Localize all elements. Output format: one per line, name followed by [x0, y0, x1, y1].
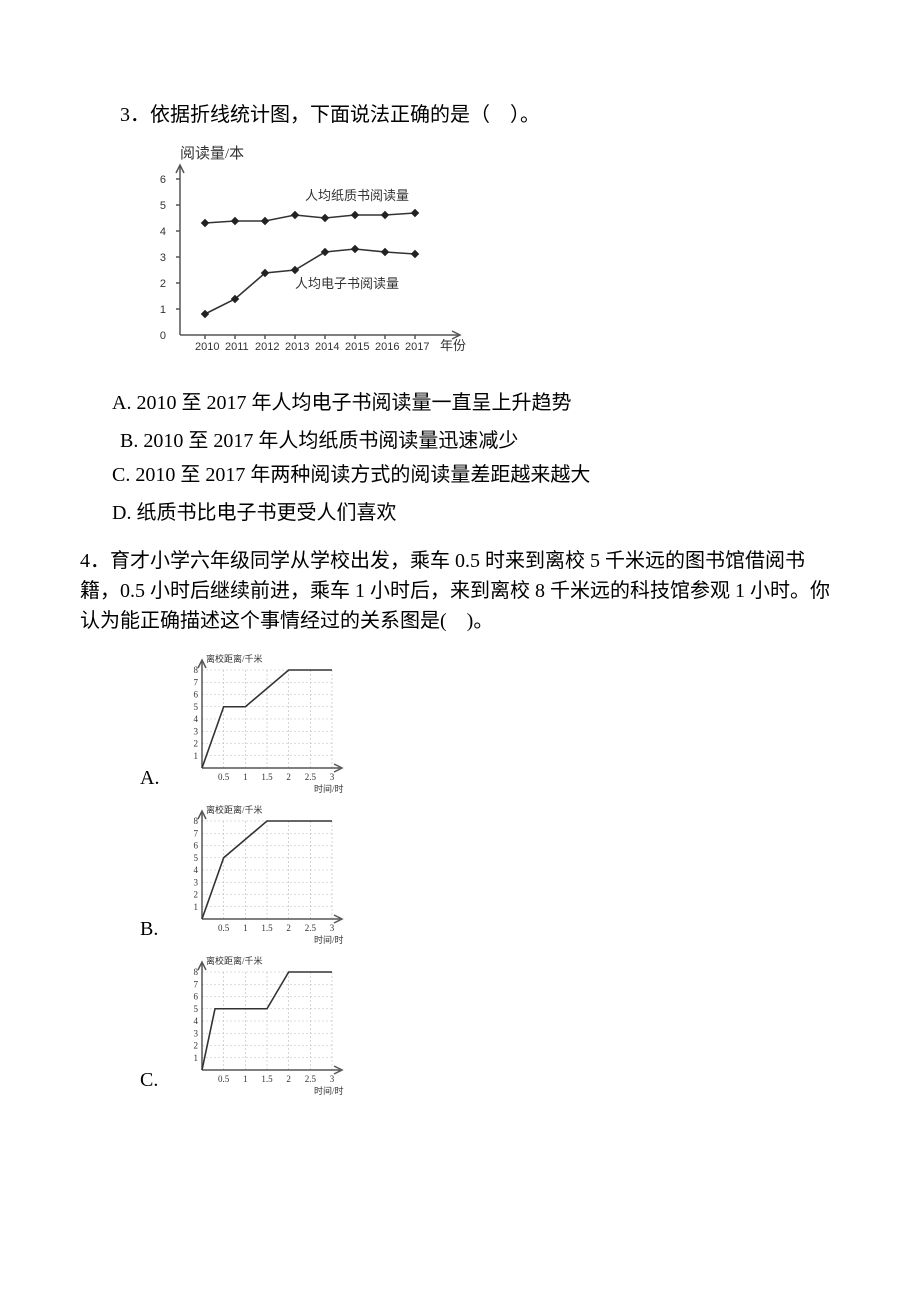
q3-x-title: 年份 — [440, 338, 466, 353]
svg-text:5: 5 — [194, 853, 199, 863]
svg-text:5: 5 — [194, 702, 199, 712]
q4-option-c[interactable]: C. 1 2 3 4 5 6 7 8 0.5 1 1.5 2 2.5 3 离校距离/千米时间/时 — [140, 952, 840, 1097]
q3-option-d[interactable]: D. 纸质书比电子书更受人们喜欢 — [112, 498, 840, 528]
q3-series2-label: 人均电子书阅读量 — [295, 276, 399, 291]
svg-text:2016: 2016 — [375, 341, 399, 353]
svg-text:2014: 2014 — [315, 341, 339, 353]
q3-option-a[interactable]: A. 2010 至 2017 年人均电子书阅读量一直呈上升趋势 — [112, 388, 840, 418]
svg-text:1: 1 — [194, 902, 199, 912]
q3-xticks: 2010 2011 2012 2013 2014 2015 2016 2017 — [195, 335, 429, 353]
svg-text:2.5: 2.5 — [305, 1074, 317, 1084]
svg-text:6: 6 — [160, 174, 166, 186]
svg-text:3: 3 — [330, 923, 335, 933]
svg-text:6: 6 — [194, 841, 199, 851]
svg-text:时间/时: 时间/时 — [314, 1085, 344, 1096]
svg-text:1: 1 — [243, 772, 248, 782]
svg-text:2: 2 — [194, 739, 199, 749]
q3-stem: 3．依据折线统计图，下面说法正确的是（ ）。 — [80, 100, 840, 130]
svg-text:3: 3 — [330, 1074, 335, 1084]
svg-text:离校距离/千米: 离校距离/千米 — [206, 804, 263, 815]
svg-text:0.5: 0.5 — [218, 923, 230, 933]
svg-text:时间/时: 时间/时 — [314, 934, 344, 945]
svg-text:1.5: 1.5 — [261, 1074, 273, 1084]
svg-text:3: 3 — [194, 1028, 199, 1038]
svg-text:2: 2 — [194, 890, 199, 900]
svg-text:2012: 2012 — [255, 341, 279, 353]
svg-text:4: 4 — [194, 865, 199, 875]
svg-text:2013: 2013 — [285, 341, 309, 353]
svg-text:5: 5 — [160, 200, 166, 212]
q4-option-b[interactable]: B. 1 2 3 4 5 6 7 8 0.5 1 1.5 2 2.5 3 离校距离/千米时间/时 — [140, 801, 840, 946]
svg-text:2: 2 — [160, 278, 166, 290]
svg-text:时间/时: 时间/时 — [314, 783, 344, 794]
svg-text:0: 0 — [160, 330, 166, 342]
q3-paper-points — [201, 209, 419, 227]
svg-text:7: 7 — [194, 828, 199, 838]
q4-option-a-label: A. — [140, 763, 170, 795]
q4-option-c-label: C. — [140, 1065, 170, 1097]
svg-text:1.5: 1.5 — [261, 923, 273, 933]
q4-option-b-label: B. — [140, 914, 170, 946]
svg-text:2: 2 — [286, 1074, 291, 1084]
svg-text:1: 1 — [194, 751, 199, 761]
svg-text:2: 2 — [286, 772, 291, 782]
svg-text:4: 4 — [194, 1016, 199, 1026]
svg-text:1: 1 — [243, 1074, 248, 1084]
svg-text:6: 6 — [194, 992, 199, 1002]
svg-text:1.5: 1.5 — [261, 772, 273, 782]
q3-option-b[interactable]: B. 2010 至 2017 年人均纸质书阅读量迅速减少 — [120, 426, 840, 456]
svg-text:4: 4 — [194, 714, 199, 724]
svg-text:7: 7 — [194, 677, 199, 687]
svg-text:2011: 2011 — [225, 341, 249, 353]
svg-text:1: 1 — [160, 304, 166, 316]
q3-option-c[interactable]: C. 2010 至 2017 年两种阅读方式的阅读量差距越来越大 — [112, 460, 840, 490]
svg-text:2: 2 — [286, 923, 291, 933]
svg-text:0.5: 0.5 — [218, 772, 230, 782]
svg-text:3: 3 — [194, 877, 199, 887]
svg-text:1: 1 — [194, 1053, 199, 1063]
svg-text:3: 3 — [160, 252, 166, 264]
svg-text:1: 1 — [243, 923, 248, 933]
svg-text:3: 3 — [330, 772, 335, 782]
svg-text:离校距离/千米: 离校距离/千米 — [206, 653, 263, 664]
svg-text:2: 2 — [194, 1041, 199, 1051]
q3-chart: 阅读量/本 0 1 2 3 4 5 6 2010 2011 — [140, 140, 840, 370]
q3-series1-label: 人均纸质书阅读量 — [305, 188, 409, 203]
q3-y-title: 阅读量/本 — [180, 145, 244, 162]
svg-text:2017: 2017 — [405, 341, 429, 353]
q4-option-a[interactable]: A. 1 2 3 4 5 6 7 8 0.5 1 1.5 2 2.5 3 离校距离/千米时间/时 — [140, 650, 840, 795]
svg-text:2010: 2010 — [195, 341, 219, 353]
svg-text:2.5: 2.5 — [305, 923, 317, 933]
svg-text:5: 5 — [194, 1004, 199, 1014]
svg-text:7: 7 — [194, 979, 199, 989]
svg-text:离校距离/千米: 离校距离/千米 — [206, 955, 263, 966]
q4-stem: 4．育才小学六年级同学从学校出发，乘车 0.5 时来到离校 5 千米远的图书馆借… — [80, 546, 840, 636]
svg-text:8: 8 — [194, 816, 199, 826]
svg-text:8: 8 — [194, 967, 199, 977]
svg-text:8: 8 — [194, 665, 199, 675]
svg-text:6: 6 — [194, 690, 199, 700]
svg-text:0.5: 0.5 — [218, 1074, 230, 1084]
svg-text:2.5: 2.5 — [305, 772, 317, 782]
q3-yticks: 0 1 2 3 4 5 6 — [160, 174, 180, 342]
svg-text:3: 3 — [194, 726, 199, 736]
svg-text:4: 4 — [160, 226, 166, 238]
svg-text:2015: 2015 — [345, 341, 369, 353]
